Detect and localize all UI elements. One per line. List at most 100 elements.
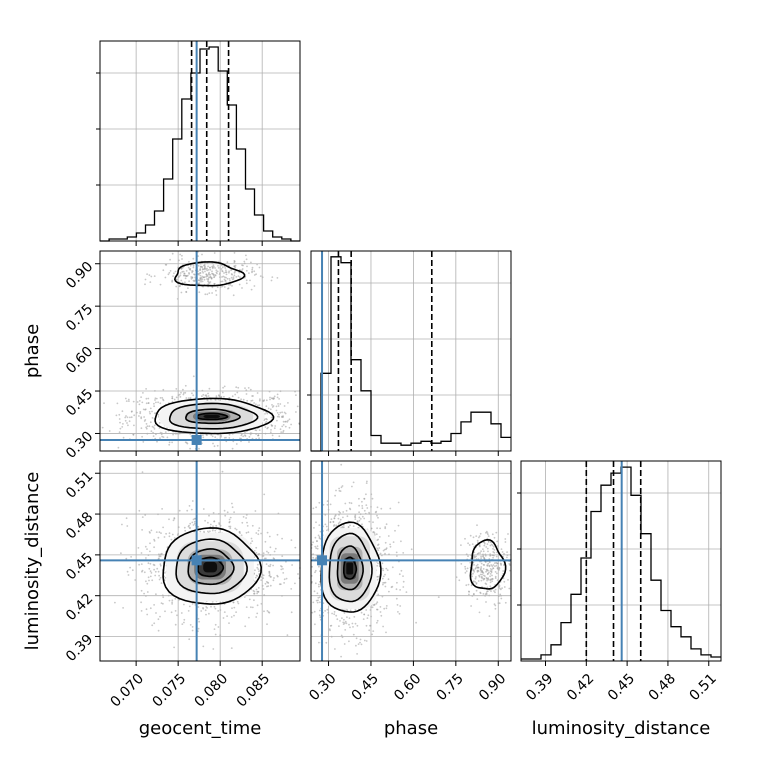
sample-point bbox=[138, 400, 141, 402]
sample-point bbox=[215, 524, 218, 527]
sample-point bbox=[473, 593, 475, 595]
sample-point bbox=[361, 515, 364, 518]
sample-point bbox=[125, 557, 128, 560]
sample-point bbox=[342, 623, 345, 625]
sample-point bbox=[315, 506, 317, 509]
sample-point bbox=[325, 641, 328, 644]
sample-point bbox=[480, 579, 483, 582]
sample-point bbox=[375, 510, 378, 513]
sample-point bbox=[249, 542, 252, 545]
sample-point bbox=[212, 512, 215, 514]
sample-point bbox=[279, 411, 282, 414]
sample-point bbox=[280, 565, 282, 567]
sample-point bbox=[223, 286, 226, 288]
sample-point bbox=[221, 270, 224, 272]
sample-point bbox=[376, 514, 378, 517]
sample-point bbox=[227, 287, 229, 290]
sample-point bbox=[141, 529, 144, 531]
sample-point bbox=[153, 538, 156, 541]
sample-point bbox=[397, 501, 400, 504]
sample-point bbox=[476, 539, 479, 542]
sample-point bbox=[211, 529, 214, 532]
sample-point bbox=[108, 430, 111, 432]
sample-point bbox=[344, 629, 347, 631]
sample-point bbox=[184, 281, 186, 284]
sample-point bbox=[149, 607, 152, 610]
sample-point bbox=[316, 601, 319, 604]
sample-point bbox=[499, 593, 502, 596]
sample-point bbox=[464, 565, 466, 568]
sample-point bbox=[173, 398, 176, 401]
sample-point bbox=[252, 395, 254, 397]
sample-point bbox=[144, 419, 147, 421]
sample-point bbox=[212, 442, 214, 445]
sample-point bbox=[124, 419, 127, 422]
sample-point bbox=[287, 402, 289, 404]
sample-point bbox=[215, 294, 218, 296]
sample-point bbox=[191, 392, 193, 395]
x-tick-label: 0.51 bbox=[686, 671, 719, 704]
sample-point bbox=[270, 576, 272, 578]
sample-point bbox=[361, 500, 363, 503]
sample-point bbox=[368, 520, 371, 523]
sample-point bbox=[140, 396, 143, 398]
sample-point bbox=[164, 276, 167, 279]
sample-point bbox=[346, 616, 348, 619]
sample-point bbox=[211, 265, 214, 268]
sample-point bbox=[354, 516, 357, 519]
sample-point bbox=[376, 539, 379, 541]
sample-point bbox=[256, 592, 258, 595]
sample-point bbox=[376, 608, 379, 611]
sample-point bbox=[351, 485, 353, 488]
sample-point bbox=[241, 268, 244, 270]
sample-point bbox=[493, 562, 496, 564]
sample-point bbox=[202, 268, 204, 271]
sample-point bbox=[188, 527, 191, 529]
panel-geocent_time-vs-phase bbox=[95, 250, 301, 456]
sample-point bbox=[376, 527, 378, 530]
sample-point bbox=[507, 533, 509, 535]
sample-point bbox=[122, 436, 125, 439]
sample-point bbox=[315, 599, 318, 602]
x-tick-label: 0.070 bbox=[108, 671, 148, 711]
sample-point bbox=[328, 628, 331, 631]
sample-point bbox=[365, 504, 368, 506]
sample-point bbox=[314, 545, 317, 548]
sample-point bbox=[180, 267, 183, 270]
sample-point bbox=[472, 572, 474, 575]
sample-point bbox=[314, 623, 316, 626]
sample-point bbox=[290, 423, 292, 426]
sample-point bbox=[475, 555, 477, 558]
sample-point bbox=[160, 433, 163, 436]
sample-point bbox=[488, 564, 491, 567]
sample-point bbox=[130, 556, 133, 558]
sample-point bbox=[324, 523, 327, 526]
sample-point bbox=[187, 610, 190, 612]
sample-point bbox=[482, 563, 485, 566]
sample-point bbox=[489, 544, 492, 547]
sample-point bbox=[258, 437, 260, 440]
sample-point bbox=[472, 580, 475, 582]
sample-point bbox=[192, 394, 195, 397]
sample-point bbox=[206, 293, 209, 296]
sample-point bbox=[178, 509, 181, 512]
sample-point bbox=[226, 261, 229, 264]
sample-point bbox=[192, 257, 195, 260]
sample-point bbox=[132, 433, 135, 436]
histogram-phase bbox=[311, 256, 511, 452]
sample-point bbox=[371, 497, 374, 500]
sample-point bbox=[205, 613, 207, 616]
sample-point bbox=[269, 584, 272, 587]
sample-point bbox=[215, 289, 217, 292]
sample-point bbox=[207, 278, 210, 281]
sample-point bbox=[140, 427, 143, 430]
sample-point bbox=[316, 547, 319, 550]
sample-point bbox=[186, 509, 189, 512]
sample-point bbox=[157, 536, 160, 539]
sample-point bbox=[340, 463, 343, 466]
sample-point bbox=[282, 429, 285, 432]
sample-point bbox=[221, 285, 224, 288]
sample-point bbox=[250, 288, 253, 291]
sample-point bbox=[260, 576, 263, 578]
sample-point bbox=[214, 607, 217, 610]
